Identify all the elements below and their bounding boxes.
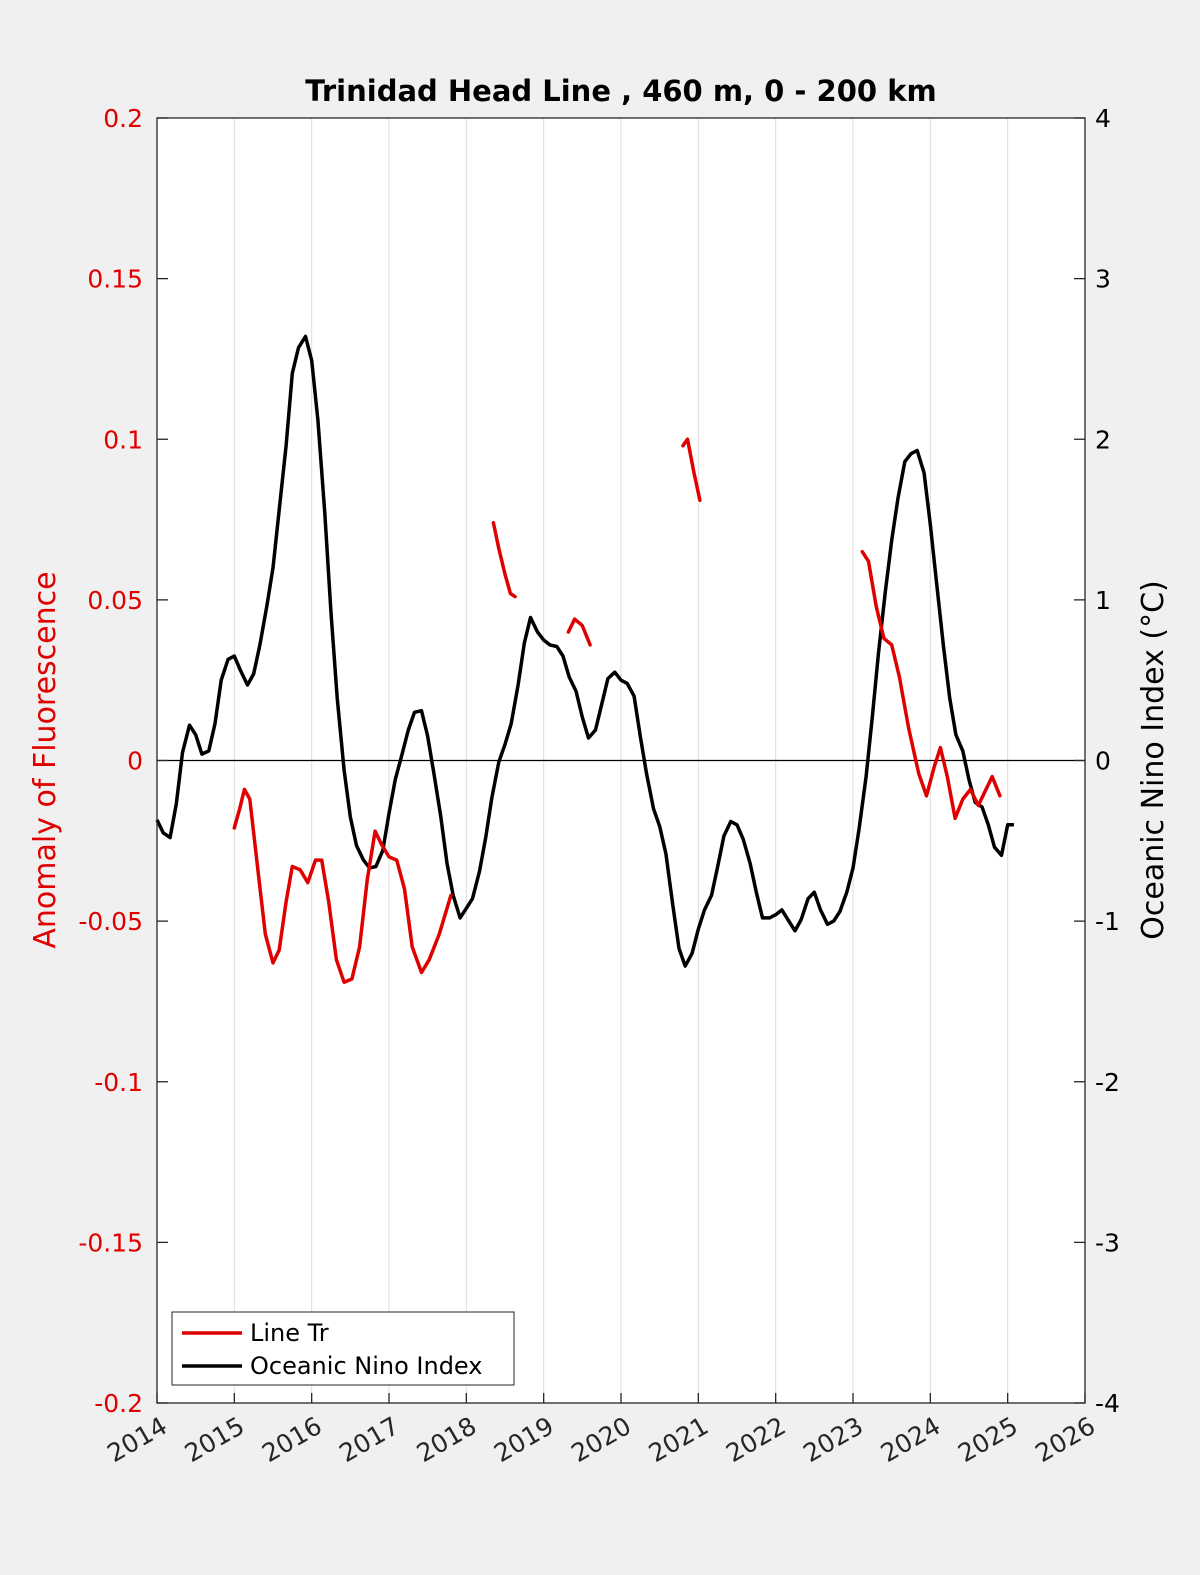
x-tick-label: 2025 (953, 1411, 1023, 1468)
y-left-tick-label: -0.1 (94, 1068, 143, 1097)
y-right-tick-label: -4 (1095, 1389, 1120, 1418)
y-right-tick-label: 1 (1095, 586, 1111, 615)
legend-label-oni: Oceanic Nino Index (250, 1352, 482, 1380)
y-left-tick-label: 0.05 (87, 586, 143, 615)
x-tick-label: 2017 (334, 1411, 404, 1468)
x-tick-label: 2020 (566, 1411, 636, 1468)
x-tick-label: 2026 (1030, 1411, 1100, 1468)
x-tick-label: 2014 (102, 1411, 172, 1468)
series-line-line-tr-segment-5 (860, 549, 1002, 821)
x-tick-label: 2016 (257, 1411, 327, 1468)
x-tick-label: 2023 (798, 1411, 868, 1468)
legend-box (171, 1311, 515, 1386)
legend: Line Tr Oceanic Nino Index (171, 1311, 515, 1386)
y-right-tick-label: -1 (1095, 907, 1120, 936)
x-tick-label: 2019 (489, 1411, 559, 1468)
x-tick-label: 2021 (644, 1411, 714, 1468)
y-left-tick-label: -0.15 (78, 1228, 143, 1257)
x-tick-label: 2022 (721, 1411, 791, 1468)
y-axis-right-title: Oceanic Nino Index (°C) (1136, 580, 1171, 940)
y-right-tick-label: -3 (1095, 1228, 1120, 1257)
y-right-tick-label: 3 (1095, 265, 1111, 294)
series-line-oceanic-nino-index (155, 334, 1014, 968)
series-line-line-tr-segment-1 (232, 787, 453, 984)
y-right-tick-label: 4 (1095, 104, 1111, 133)
y-left-tick-label: 0.1 (103, 425, 143, 454)
series-line-line-tr-segment-4 (681, 437, 702, 503)
y-left-tick-label: 0.2 (103, 104, 143, 133)
series-layer (155, 334, 1014, 984)
y-left-tick-label: 0 (127, 747, 143, 776)
legend-label-line-tr: Line Tr (250, 1319, 329, 1347)
x-tick-label: 2018 (412, 1411, 482, 1468)
y-right-tick-label: 2 (1095, 425, 1111, 454)
y-axis-left-title: Anomaly of Fluorescence (28, 571, 63, 948)
chart-title: Trinidad Head Line , 460 m, 0 - 200 km (305, 74, 936, 108)
x-tick-label: 2024 (876, 1411, 946, 1468)
series-line-line-tr-segment-2 (491, 521, 517, 599)
y-left-tick-label: -0.05 (78, 907, 143, 936)
x-tick-label: 2015 (180, 1411, 250, 1468)
y-right-tick-label: 0 (1095, 747, 1111, 776)
y-left-tick-label: -0.2 (94, 1389, 143, 1418)
y-left-tick-label: 0.15 (87, 265, 143, 294)
series-line-line-tr-segment-3 (566, 617, 592, 647)
y-right-tick-label: -2 (1095, 1068, 1120, 1097)
